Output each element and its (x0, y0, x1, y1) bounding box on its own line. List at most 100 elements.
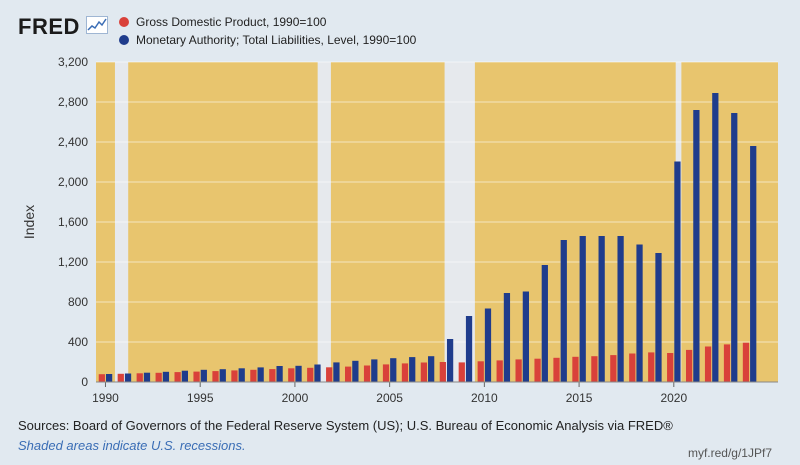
x-tick-label-2010: 2010 (471, 391, 498, 405)
y-tick-label-2000: 2,000 (58, 175, 88, 189)
y-tick-label-2800: 2,800 (58, 95, 88, 109)
bar-monetary-2004 (371, 359, 378, 382)
x-tick-label-1990: 1990 (92, 391, 119, 405)
legend-label-gdp: Gross Domestic Product, 1990=100 (136, 15, 327, 29)
short-link[interactable]: myf.red/g/1JPf7 (687, 446, 772, 460)
bar-gdp-2009 (458, 362, 465, 382)
bar-monetary-2021 (693, 110, 700, 382)
x-tick-label-2015: 2015 (566, 391, 593, 405)
bar-monetary-1995 (200, 369, 207, 382)
bar-gdp-2024 (742, 342, 750, 382)
bar-monetary-1990 (105, 374, 113, 382)
bar-gdp-1993 (155, 372, 162, 382)
bar-gdp-2003 (344, 366, 352, 382)
bar-monetary-1996 (219, 369, 226, 382)
bar-gdp-1996 (212, 371, 219, 382)
sources-text: Sources: Board of Governors of the Feder… (18, 418, 673, 433)
bar-gdp-2008 (439, 362, 446, 382)
bar-monetary-2019 (655, 253, 662, 382)
bar-monetary-2022 (712, 93, 719, 382)
bar-monetary-2023 (731, 113, 738, 382)
bar-monetary-1994 (181, 370, 189, 382)
y-tick-label-1600: 1,600 (58, 215, 88, 229)
bar-gdp-2014 (553, 357, 560, 382)
recession-note: Shaded areas indicate U.S. recessions. (18, 438, 246, 453)
bar-gdp-2002 (326, 367, 333, 382)
bar-monetary-1998 (257, 367, 264, 382)
bar-monetary-1999 (276, 366, 283, 382)
bar-monetary-2006 (409, 357, 416, 382)
bar-gdp-2012 (515, 359, 522, 382)
bar-monetary-2011 (503, 293, 511, 382)
bar-gdp-2019 (648, 352, 655, 382)
bar-monetary-2012 (522, 291, 530, 382)
bar-gdp-2023 (723, 344, 731, 382)
bar-monetary-2018 (636, 244, 643, 382)
bar-gdp-1998 (250, 369, 257, 382)
bar-gdp-1994 (174, 372, 181, 382)
bar-monetary-2007 (428, 356, 435, 382)
bar-monetary-2017 (617, 236, 624, 382)
line-chart-icon (86, 16, 108, 34)
bar-gdp-2013 (534, 358, 541, 382)
bar-monetary-2008 (446, 339, 454, 382)
legend-label-monetary: Monetary Authority; Total Liabilities, L… (136, 33, 417, 47)
fred-logo[interactable]: FRED (18, 14, 80, 39)
bar-gdp-2006 (401, 363, 409, 382)
bar-monetary-1992 (143, 372, 151, 382)
bar-gdp-2021 (685, 349, 693, 382)
bar-monetary-2013 (541, 265, 548, 382)
bar-gdp-1992 (136, 373, 143, 382)
x-axis-ticks: 1990 1995 2000 2005 2010 2015 2020 (92, 381, 778, 405)
x-tick-label-2005: 2005 (376, 391, 403, 405)
bar-monetary-2010 (484, 308, 492, 382)
y-axis-title: Index (21, 205, 37, 239)
bar-monetary-2002 (333, 362, 340, 382)
bar-monetary-2000 (295, 365, 302, 382)
x-tick-label-1995: 1995 (187, 391, 214, 405)
y-tick-label-0: 0 (81, 375, 88, 389)
bar-gdp-2015 (572, 356, 579, 382)
bar-gdp-2004 (363, 365, 371, 382)
bars (98, 93, 757, 382)
y-tick-label-3200: 3,200 (58, 55, 88, 69)
bar-gdp-2017 (610, 355, 617, 382)
bar-monetary-2001 (314, 364, 321, 382)
legend: Gross Domestic Product, 1990=100 Monetar… (119, 15, 417, 47)
bar-monetary-1991 (124, 373, 132, 382)
legend-swatch-monetary (119, 35, 129, 45)
y-tick-label-400: 400 (68, 335, 88, 349)
bar-gdp-2010 (477, 361, 484, 382)
bar-monetary-1993 (162, 371, 170, 382)
bar-gdp-2020 (667, 353, 674, 382)
legend-swatch-gdp (119, 17, 129, 27)
y-tick-label-800: 800 (68, 295, 88, 309)
bar-gdp-2011 (496, 360, 503, 382)
bar-gdp-2022 (704, 346, 712, 382)
bar-monetary-2024 (750, 146, 757, 382)
bar-gdp-1995 (193, 371, 200, 382)
bar-monetary-2015 (579, 236, 586, 382)
bar-gdp-2018 (629, 353, 636, 382)
y-tick-label-1200: 1,200 (58, 255, 88, 269)
bar-gdp-2001 (307, 367, 314, 382)
bar-gdp-2005 (382, 364, 390, 382)
bar-gdp-2016 (591, 356, 598, 382)
x-tick-label-2000: 2000 (282, 391, 309, 405)
bar-gdp-1999 (269, 369, 276, 382)
x-tick-label-2020: 2020 (660, 391, 687, 405)
y-axis-ticks: 0 400 800 1,200 1,600 2,000 2,400 2,800 3,200 (58, 55, 88, 389)
bar-gdp-1991 (117, 373, 124, 382)
bar-monetary-1997 (238, 368, 245, 382)
bar-monetary-2003 (352, 360, 359, 382)
bar-monetary-2020 (674, 161, 681, 382)
bar-gdp-2007 (420, 362, 428, 382)
bar-monetary-2014 (560, 240, 567, 382)
bar-gdp-1997 (231, 370, 238, 382)
bar-monetary-2016 (598, 236, 605, 382)
bar-monetary-2009 (465, 316, 473, 382)
bar-monetary-2005 (390, 358, 397, 382)
bar-gdp-2000 (288, 368, 295, 382)
bar-gdp-1990 (98, 374, 105, 382)
